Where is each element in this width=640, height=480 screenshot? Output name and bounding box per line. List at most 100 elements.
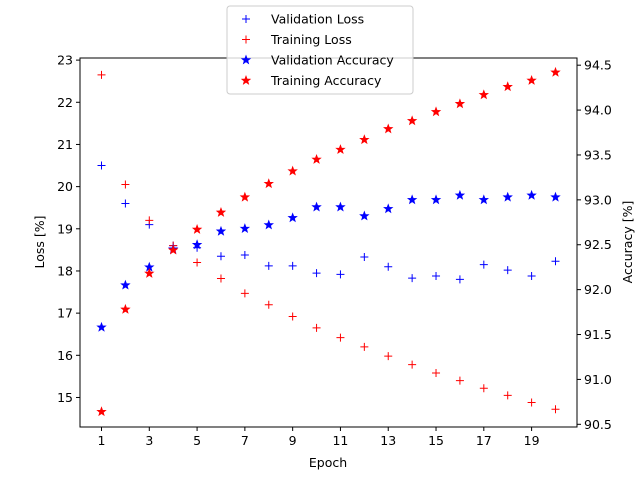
training-loss-point xyxy=(240,289,249,298)
y-right-tick-label: 92.0 xyxy=(584,282,612,297)
validation-loss-point xyxy=(551,257,560,266)
training-accuracy-point xyxy=(191,224,203,234)
y-left-tick-label: 17 xyxy=(57,306,73,321)
y-left-axis-ticks: 15 16 17 18 19 20 21 22 23 xyxy=(57,53,80,405)
y-left-tick-label: 19 xyxy=(57,221,73,236)
validation-loss-point xyxy=(336,270,345,279)
training-accuracy-point xyxy=(383,123,394,134)
validation-loss-point xyxy=(360,253,369,262)
validation-accuracy-point xyxy=(239,223,251,234)
data-marks xyxy=(96,66,561,417)
training-accuracy-point xyxy=(96,406,107,417)
legend-marker xyxy=(240,75,252,85)
validation-loss-point xyxy=(408,274,417,283)
x-tick-label: 15 xyxy=(428,433,444,448)
training-accuracy-point xyxy=(120,303,131,314)
y-left-tick-label: 18 xyxy=(57,263,73,278)
validation-accuracy-point xyxy=(191,239,203,250)
validation-accuracy-point xyxy=(526,189,537,200)
x-tick-label: 7 xyxy=(241,433,249,448)
training-accuracy-point xyxy=(167,244,179,255)
training-accuracy-point xyxy=(454,98,466,109)
training-loss-point xyxy=(193,258,202,267)
x-tick-label: 19 xyxy=(524,433,540,448)
training-loss-point xyxy=(432,369,441,378)
training-accuracy-point xyxy=(526,74,537,85)
y-left-tick-label: 21 xyxy=(57,137,73,152)
validation-loss-point xyxy=(97,161,106,170)
legend-label: Validation Loss xyxy=(271,12,364,27)
legend-box xyxy=(226,5,414,95)
validation-loss-point xyxy=(312,269,321,278)
training-accuracy-point xyxy=(430,106,442,117)
training-loss-point xyxy=(312,323,321,332)
training-loss-point xyxy=(527,398,536,407)
training-accuracy-point xyxy=(478,89,490,100)
training-accuracy-point xyxy=(359,134,370,145)
training-accuracy-point xyxy=(287,165,298,176)
training-loss-point xyxy=(551,405,560,414)
training-loss-point xyxy=(121,180,130,189)
y-left-tick-label: 15 xyxy=(57,390,73,405)
x-tick-label: 1 xyxy=(98,433,106,448)
validation-accuracy-point xyxy=(454,189,466,200)
training-loss-point xyxy=(145,216,154,225)
legend-item-validation-accuracy: Validation Accuracy xyxy=(240,53,394,68)
validation-accuracy-point xyxy=(430,194,442,205)
training-accuracy-point xyxy=(263,178,274,189)
x-tick-label: 11 xyxy=(332,433,348,448)
validation-accuracy-point xyxy=(215,225,227,236)
x-tick-label: 9 xyxy=(289,433,297,448)
legend-label: Training Accuracy xyxy=(270,73,382,88)
y-left-axis-label: Loss [%] xyxy=(32,215,47,268)
training-loss-point xyxy=(479,384,488,393)
y-right-tick-label: 94.5 xyxy=(584,58,612,73)
training-accuracy-point xyxy=(239,191,251,202)
legend: Validation Loss Training Loss Validation A… xyxy=(226,5,414,95)
training-loss-point xyxy=(503,391,512,400)
legend-item-training-loss: Training Loss xyxy=(242,32,352,47)
training-loss-point xyxy=(408,360,417,369)
validation-accuracy-point xyxy=(478,194,490,205)
x-tick-label: 17 xyxy=(476,433,492,448)
validation-accuracy-point xyxy=(120,279,131,290)
y-left-tick-label: 16 xyxy=(57,348,73,363)
x-tick-label: 13 xyxy=(380,433,396,448)
training-loss-point xyxy=(216,274,225,283)
training-loss-point xyxy=(360,342,369,351)
training-loss-point xyxy=(336,333,345,342)
plot-area xyxy=(80,58,577,427)
validation-accuracy-point xyxy=(263,219,274,230)
validation-loss-point xyxy=(503,266,512,275)
y-left-tick-label: 20 xyxy=(57,179,73,194)
y-right-axis-ticks: 90.5 91.0 91.5 92.0 92.5 93.0 93.5 94.0 94.5 xyxy=(577,58,612,432)
y-right-tick-label: 92.5 xyxy=(584,237,612,252)
training-accuracy-point xyxy=(335,144,346,154)
validation-accuracy-point xyxy=(406,194,418,205)
y-right-tick-label: 93.5 xyxy=(584,147,612,162)
y-left-tick-label: 22 xyxy=(57,95,73,110)
legend-label: Validation Accuracy xyxy=(271,53,394,68)
legend-marker xyxy=(242,15,250,23)
legend-marker xyxy=(240,54,252,65)
x-axis-label: Epoch xyxy=(309,455,347,470)
y-right-tick-label: 91.5 xyxy=(584,327,612,342)
training-accuracy-point xyxy=(144,268,155,278)
validation-accuracy-point xyxy=(287,212,298,223)
y-right-tick-label: 90.5 xyxy=(584,417,612,432)
training-accuracy-point xyxy=(215,206,227,217)
training-loss-point xyxy=(97,70,106,79)
validation-loss-point xyxy=(527,272,536,281)
validation-accuracy-point xyxy=(96,321,107,332)
validation-loss-point xyxy=(216,252,225,261)
legend-label: Training Loss xyxy=(270,32,352,47)
validation-loss-point xyxy=(121,199,130,208)
training-loss-point xyxy=(384,352,393,361)
validation-accuracy-point xyxy=(550,191,561,202)
validation-loss-point xyxy=(455,275,464,284)
validation-accuracy-point xyxy=(311,201,322,212)
training-accuracy-point xyxy=(311,153,322,164)
y-right-tick-label: 94.0 xyxy=(584,103,612,118)
legend-item-training-accuracy: Training Accuracy xyxy=(240,73,382,88)
validation-accuracy-point xyxy=(383,203,394,214)
